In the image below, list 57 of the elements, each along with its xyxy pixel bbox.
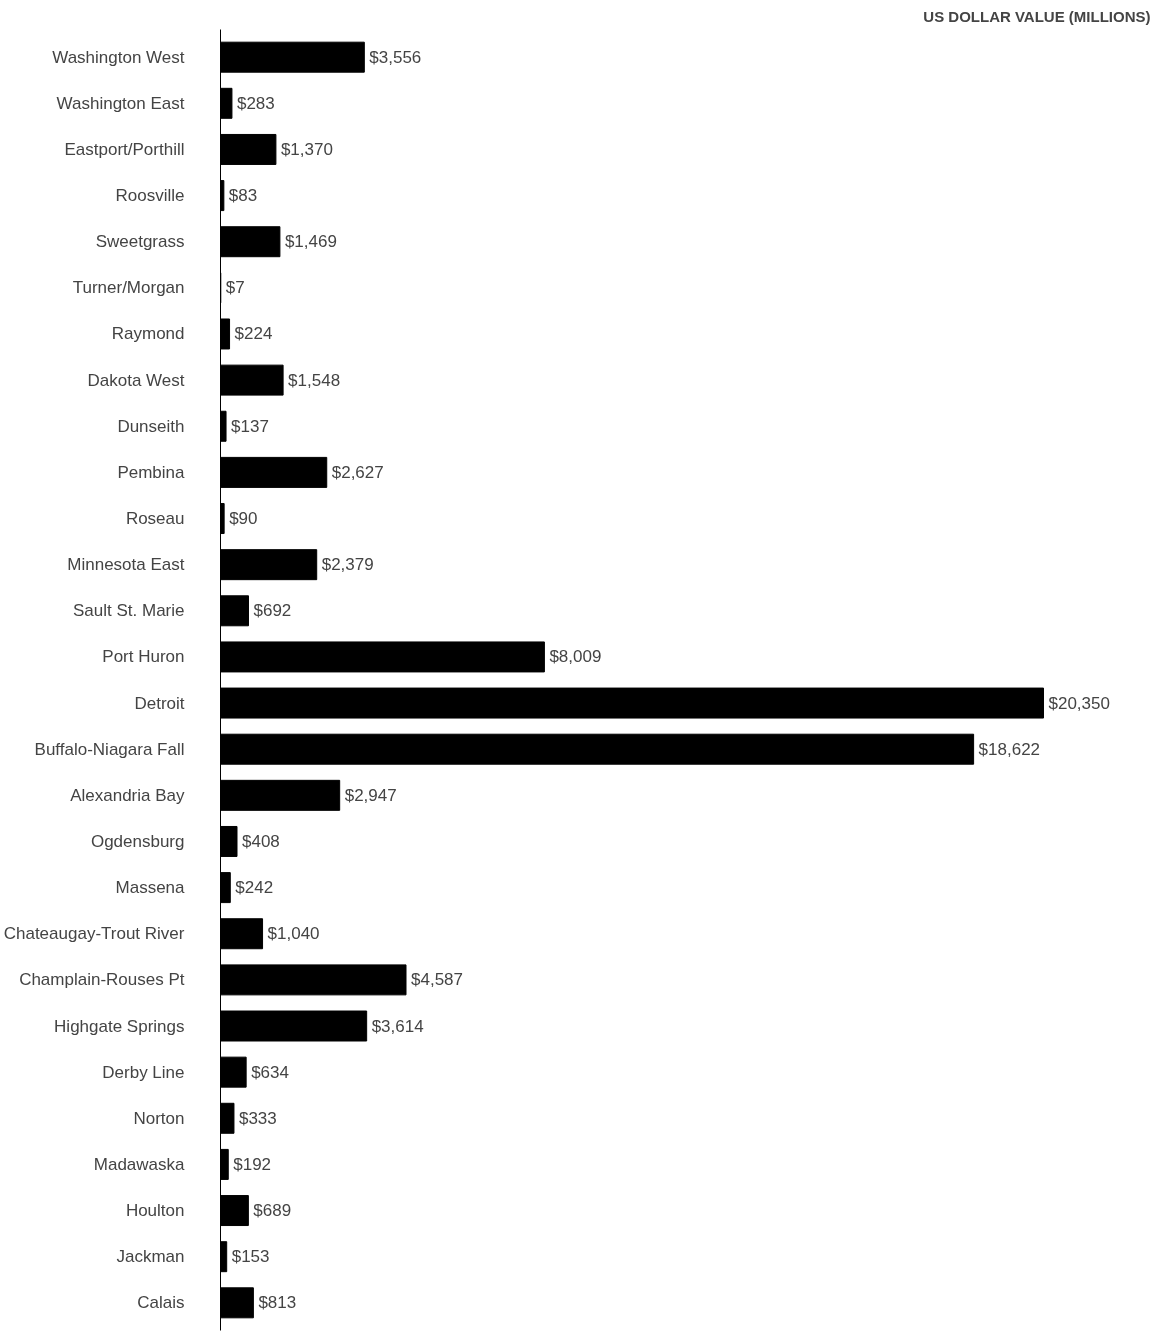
data-label: $3,556 xyxy=(369,47,422,67)
data-label: $2,627 xyxy=(331,462,384,482)
y-tick-label: Ogdensburg xyxy=(90,831,185,851)
data-label: $1,469 xyxy=(284,232,337,252)
data-label: $7 xyxy=(225,278,245,298)
y-tick-label: Raymond xyxy=(111,324,185,344)
data-label: $242 xyxy=(235,878,274,898)
y-tick-label: Washington West xyxy=(52,47,185,67)
data-label: $3,614 xyxy=(371,1016,424,1036)
data-label: $137 xyxy=(231,416,269,436)
y-tick-label: Champlain-Rouses Pt xyxy=(19,970,185,990)
y-tick-label: Port Huron xyxy=(102,647,185,667)
data-label: $18,622 xyxy=(978,739,1041,759)
y-tick-label: Jackman xyxy=(116,1247,185,1267)
y-tick-label: Norton xyxy=(133,1108,185,1128)
y-tick-label: Chateaugay-Trout River xyxy=(3,924,185,944)
y-tick-label: Massena xyxy=(115,878,186,898)
y-tick-label: Sweetgrass xyxy=(95,232,185,252)
y-tick-label: Calais xyxy=(137,1293,185,1313)
data-label: $2,947 xyxy=(344,785,397,805)
y-tick-label: Minnesota East xyxy=(67,555,185,575)
data-label: $692 xyxy=(253,601,292,621)
y-tick-label: Detroit xyxy=(134,693,185,713)
y-tick-label: Roosville xyxy=(115,186,185,206)
data-label: $224 xyxy=(234,324,273,344)
data-label: $333 xyxy=(238,1108,277,1128)
data-label: $83 xyxy=(228,186,258,206)
data-label: $1,370 xyxy=(280,139,333,159)
data-label: $408 xyxy=(242,831,280,851)
data-label: $283 xyxy=(236,93,275,113)
y-tick-label: Washington East xyxy=(56,93,185,113)
y-tick-label: Alexandria Bay xyxy=(70,785,185,805)
data-label: $20,350 xyxy=(1048,693,1110,713)
y-tick-label: Eastport/Porthill xyxy=(64,139,185,159)
data-label: $1,548 xyxy=(288,370,341,390)
chart-title: US DOLLAR VALUE (MILLIONS) xyxy=(923,7,1151,25)
y-tick-label: Turner/Morgan xyxy=(72,278,185,298)
y-tick-label: Houlton xyxy=(125,1201,185,1221)
data-label: $813 xyxy=(258,1293,297,1313)
data-label: $192 xyxy=(233,1154,272,1174)
data-label: $153 xyxy=(231,1247,270,1267)
data-label: $1,040 xyxy=(267,924,320,944)
y-tick-label: Derby Line xyxy=(102,1062,185,1082)
y-tick-label: Roseau xyxy=(125,509,185,529)
data-label: $4,587 xyxy=(411,970,464,990)
data-label: $689 xyxy=(253,1201,292,1221)
y-tick-label: Buffalo-Niagara Fall xyxy=(34,739,185,759)
y-tick-label: Madawaska xyxy=(93,1154,186,1174)
data-label: $90 xyxy=(229,509,258,529)
y-tick-label: Dunseith xyxy=(117,416,185,436)
y-tick-label: Dakota West xyxy=(87,370,185,390)
y-tick-label: Highgate Springs xyxy=(54,1016,185,1036)
y-tick-label: Sault St. Marie xyxy=(73,601,185,621)
data-label: $634 xyxy=(251,1062,289,1082)
data-label: $2,379 xyxy=(321,555,374,575)
data-label: $8,009 xyxy=(549,647,602,667)
y-tick-label: Pembina xyxy=(117,462,186,482)
